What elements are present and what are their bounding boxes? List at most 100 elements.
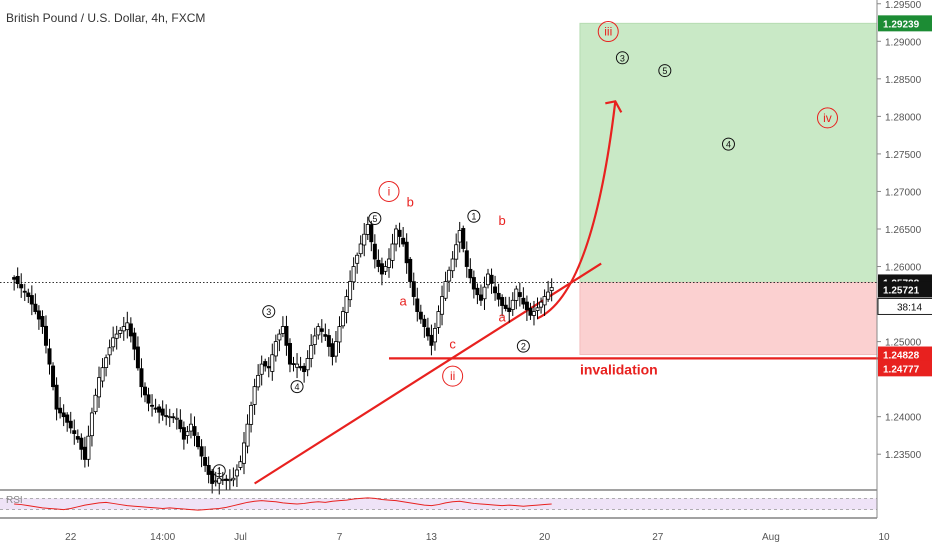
- candle[interactable]: [33, 293, 38, 315]
- candle[interactable]: [319, 319, 324, 343]
- candle[interactable]: [270, 343, 275, 381]
- candle[interactable]: [326, 328, 331, 357]
- candle[interactable]: [104, 354, 109, 377]
- candle[interactable]: [238, 455, 243, 471]
- candle[interactable]: [22, 283, 27, 302]
- candle[interactable]: [203, 446, 208, 472]
- candle[interactable]: [454, 233, 459, 268]
- candle[interactable]: [379, 257, 384, 286]
- candle[interactable]: [263, 358, 268, 372]
- candle[interactable]: [376, 249, 381, 273]
- candle[interactable]: [517, 282, 522, 307]
- candle[interactable]: [256, 364, 261, 391]
- candle[interactable]: [432, 322, 437, 351]
- candle[interactable]: [114, 325, 119, 350]
- candle[interactable]: [372, 234, 377, 269]
- candle[interactable]: [521, 287, 526, 309]
- candle[interactable]: [411, 272, 416, 306]
- candle[interactable]: [79, 433, 84, 460]
- candle[interactable]: [15, 267, 20, 289]
- candle[interactable]: [546, 280, 551, 302]
- candle[interactable]: [206, 456, 211, 484]
- candle[interactable]: [107, 339, 112, 365]
- candle[interactable]: [153, 398, 158, 413]
- candle[interactable]: [181, 421, 186, 450]
- candle[interactable]: [408, 256, 413, 288]
- candle[interactable]: [500, 294, 505, 317]
- candle[interactable]: [86, 425, 91, 467]
- candle[interactable]: [125, 311, 130, 339]
- candle[interactable]: [475, 283, 480, 305]
- candle[interactable]: [139, 358, 144, 398]
- candle[interactable]: [528, 302, 533, 320]
- candle[interactable]: [524, 295, 529, 321]
- candle[interactable]: [100, 358, 105, 388]
- candle[interactable]: [160, 400, 165, 421]
- candle[interactable]: [404, 233, 409, 274]
- candle[interactable]: [305, 350, 310, 377]
- candle[interactable]: [333, 330, 338, 363]
- candle[interactable]: [167, 408, 172, 427]
- candle[interactable]: [58, 396, 63, 419]
- candle[interactable]: [192, 416, 197, 447]
- candle[interactable]: [61, 404, 66, 427]
- candle[interactable]: [164, 404, 169, 426]
- candle[interactable]: [415, 287, 420, 322]
- candle[interactable]: [291, 356, 296, 372]
- candle[interactable]: [440, 285, 445, 326]
- candle[interactable]: [312, 327, 317, 355]
- candle[interactable]: [503, 296, 508, 312]
- candle[interactable]: [295, 353, 300, 379]
- candle[interactable]: [468, 258, 473, 284]
- candle[interactable]: [231, 467, 236, 487]
- candle[interactable]: [489, 268, 494, 294]
- candle[interactable]: [344, 289, 349, 324]
- candle[interactable]: [471, 270, 476, 299]
- candle[interactable]: [397, 222, 402, 248]
- candle[interactable]: [383, 260, 388, 275]
- candle[interactable]: [75, 429, 80, 443]
- candle[interactable]: [302, 363, 307, 383]
- candle[interactable]: [309, 334, 314, 368]
- candle[interactable]: [362, 222, 367, 257]
- candle[interactable]: [461, 225, 466, 253]
- candle[interactable]: [348, 270, 353, 307]
- candle[interactable]: [178, 409, 183, 433]
- candle[interactable]: [355, 252, 360, 274]
- candle[interactable]: [351, 257, 356, 290]
- candle[interactable]: [54, 377, 59, 421]
- candle[interactable]: [128, 317, 133, 343]
- projection-arrow[interactable]: [537, 101, 617, 320]
- candle[interactable]: [224, 474, 229, 491]
- candle[interactable]: [188, 413, 193, 439]
- candle[interactable]: [450, 251, 455, 278]
- candle[interactable]: [132, 327, 137, 361]
- candle[interactable]: [341, 306, 346, 329]
- candle[interactable]: [447, 266, 452, 292]
- candle[interactable]: [277, 329, 282, 352]
- candle[interactable]: [443, 271, 448, 301]
- candle[interactable]: [68, 411, 73, 434]
- candle[interactable]: [390, 233, 395, 269]
- candle[interactable]: [510, 292, 515, 316]
- candle[interactable]: [89, 407, 94, 447]
- candle[interactable]: [542, 289, 547, 316]
- candle[interactable]: [418, 304, 423, 324]
- candle[interactable]: [287, 338, 292, 373]
- candle[interactable]: [210, 468, 215, 494]
- candle[interactable]: [43, 315, 48, 354]
- candle[interactable]: [486, 268, 491, 289]
- candle[interactable]: [146, 387, 151, 412]
- candle[interactable]: [242, 432, 247, 475]
- candle[interactable]: [549, 278, 554, 302]
- candle[interactable]: [478, 284, 483, 306]
- candle[interactable]: [82, 436, 87, 468]
- candle[interactable]: [493, 275, 498, 301]
- candle[interactable]: [135, 336, 140, 371]
- candle[interactable]: [196, 432, 201, 450]
- candle[interactable]: [535, 297, 540, 320]
- candle[interactable]: [284, 315, 289, 356]
- candle[interactable]: [234, 464, 239, 487]
- candle[interactable]: [531, 300, 536, 326]
